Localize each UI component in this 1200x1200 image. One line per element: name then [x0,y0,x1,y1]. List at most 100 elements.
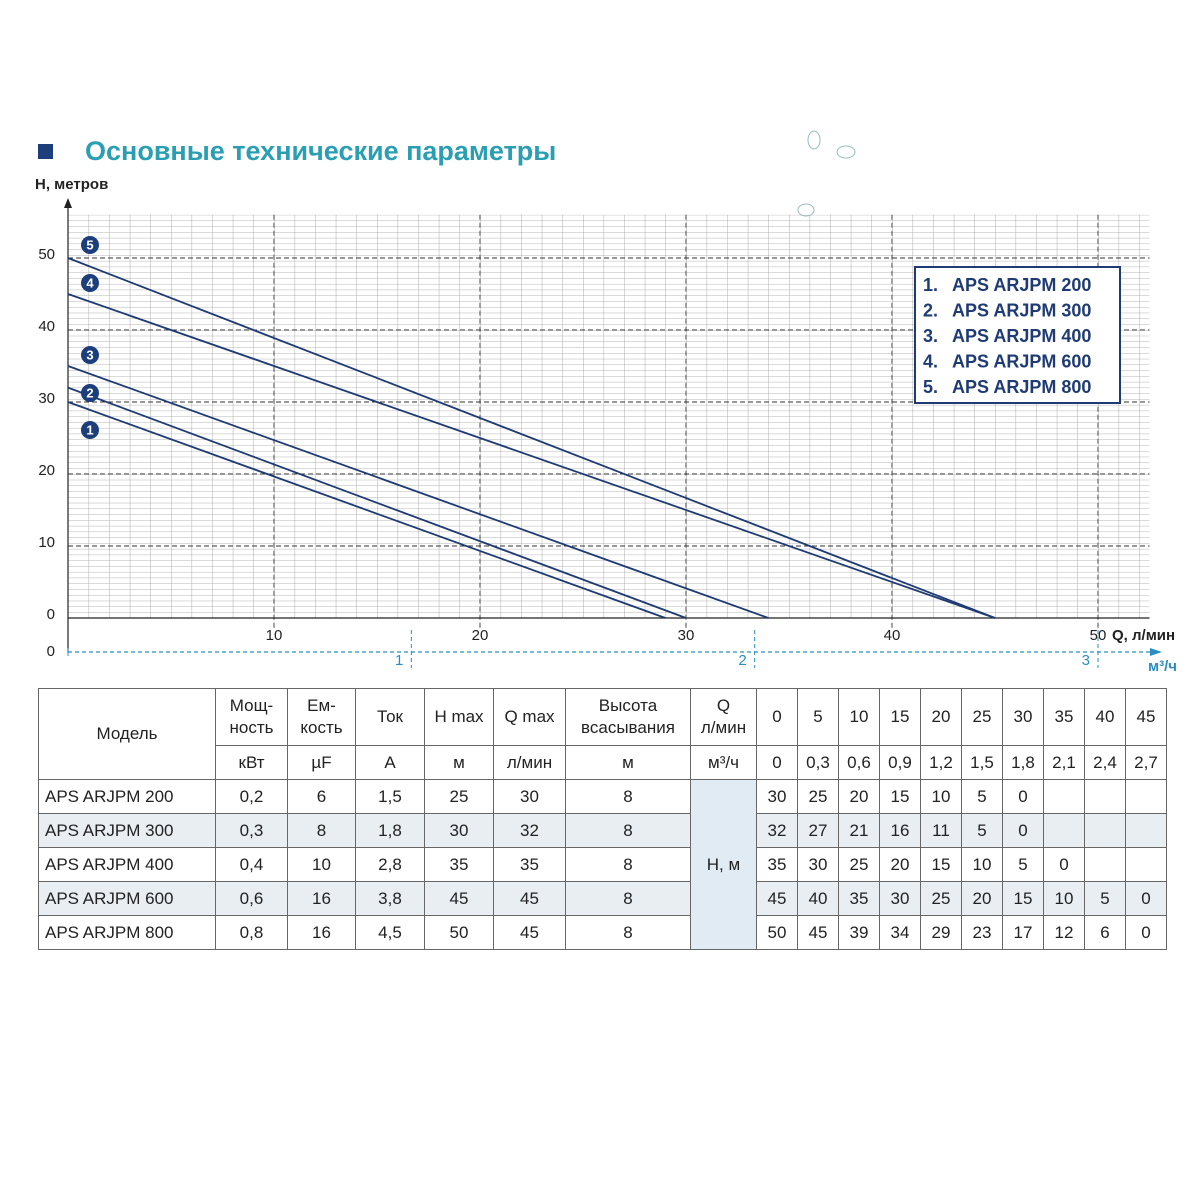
table-cell: 8 [565,779,691,814]
table-cell: 2,1 [1043,745,1085,780]
series-marker-label: 5 [86,237,93,252]
y-tick-label: 40 [38,318,55,335]
table-cell: 8 [565,881,691,916]
chart: Основные технические параметры 0 10 20 30 40… [35,130,1177,675]
table-cell: 45 [424,881,494,916]
table-row: APS ARJPM 300 0,3 8 1,8 30 32 8 32 27 21 16 11 5 0 [38,813,1167,848]
table-cell: 0 [1125,881,1167,916]
table-cell: 16 [287,915,356,950]
series-marker [81,274,99,292]
table-cell: H max [424,688,494,746]
table-cell: 39 [838,915,880,950]
table-cell: 25 [797,779,839,814]
table-cell: 20 [961,881,1003,916]
table-cell: µF [287,745,356,780]
table-cell: 0,2 [215,779,288,814]
table-cell [1084,847,1126,882]
legend-label: APS ARJPM 800 [952,377,1091,397]
table-cell: 4,5 [355,915,425,950]
table-cell: APS ARJPM 200 [38,779,216,814]
x-tick-label: 10 [266,627,283,644]
table-cell: 40 [1084,688,1126,746]
table-cell: 0,6 [215,881,288,916]
table-cell: 50 [424,915,494,950]
table-cell: 45 [493,915,566,950]
x-tick-label: 20 [472,627,489,644]
table-cell: 0,3 [215,813,288,848]
table-cell: 45 [797,915,839,950]
table-cell [1084,813,1126,848]
table-cell: 32 [756,813,798,848]
legend-label: APS ARJPM 300 [952,300,1091,320]
series-marker-label: 2 [86,385,93,400]
title-bullet [38,144,53,159]
table-cell: 10 [1043,881,1085,916]
table-cell: 0,9 [879,745,921,780]
y-tick-label: 10 [38,534,55,551]
table-cell: H, м [690,779,757,950]
legend-number: 3. [923,326,938,346]
x-axis-label: Q, л/мин [1112,627,1175,644]
table-cell [1125,847,1167,882]
table-cell: 16 [287,881,356,916]
plot: 0 10 20 30 40 50 10 20 30 40 50 H, метров Q, л/мин 0 1… [35,176,1177,675]
table-cell: 1,8 [355,813,425,848]
table-cell: 25 [920,881,962,916]
table-cell: 0 [756,688,798,746]
table-cell: 2,8 [355,847,425,882]
table-cell: л/мин [493,745,566,780]
table-cell: 17 [1002,915,1044,950]
table-cell: 1,2 [920,745,962,780]
table-cell: 8 [565,813,691,848]
series-marker [81,346,99,364]
table-cell: APS ARJPM 400 [38,847,216,882]
table-cell: 15 [879,779,921,814]
table-cell: 5 [797,688,839,746]
title: Основные технические параметры [85,136,556,166]
table-cell: 34 [879,915,921,950]
y-tick-label: 0 [47,606,55,623]
table-cell: 0,6 [838,745,880,780]
series-line [67,365,769,619]
x-tick-label: 40 [884,627,901,644]
table-cell [1043,779,1085,814]
table-cell: 29 [920,915,962,950]
series-marker [81,384,99,402]
table-cell: 8 [565,915,691,950]
spec-table: Модель Мощ- ность Ем- кость Ток H max Q max Вы… [38,688,1167,950]
table-cell: Ток [355,688,425,746]
table-cell: 12 [1043,915,1085,950]
table-cell: 5 [1002,847,1044,882]
table-cell: м³/ч [690,745,757,780]
table-cell: Мощ- ность [215,688,288,746]
table-cell: 35 [756,847,798,882]
x-tick-label: 30 [678,627,695,644]
table-cell: 10 [961,847,1003,882]
legend-number: 2. [923,300,938,320]
legend-box [914,266,1121,404]
table-cell: 15 [920,847,962,882]
table-cell: 35 [424,847,494,882]
legend-number: 1. [923,275,938,295]
table-cell: 8 [565,847,691,882]
table-cell [1125,813,1167,848]
table-cell: м [565,745,691,780]
table-cell: 0,8 [215,915,288,950]
table-cell: 20 [920,688,962,746]
table-cell: 1,5 [961,745,1003,780]
table-cell: 10 [287,847,356,882]
table-cell: 0 [756,745,798,780]
legend-number: 5. [923,377,938,397]
table-cell: 2,4 [1084,745,1126,780]
table-cell: 0,4 [215,847,288,882]
table-cell: 20 [879,847,921,882]
series-line [67,293,996,619]
x2-axis-label: м³/ч [1148,658,1177,675]
drop [807,130,821,150]
table-row: Модель Мощ- ность Ем- кость Ток H max Q max Вы… [38,688,1167,780]
drop [836,145,856,159]
table-cell: 20 [838,779,880,814]
y-tick-label: 50 [38,246,55,263]
series-marker [81,421,99,439]
